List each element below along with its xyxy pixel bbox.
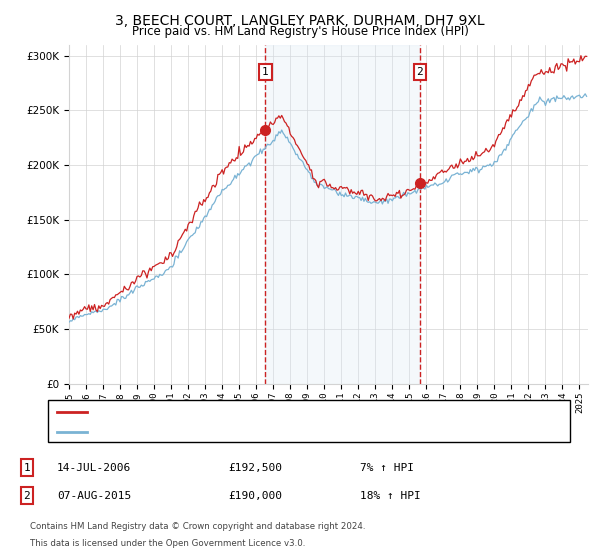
Text: £190,000: £190,000 [228,491,282,501]
Text: 14-JUL-2006: 14-JUL-2006 [57,463,131,473]
Text: 3, BEECH COURT, LANGLEY PARK, DURHAM, DH7 9XL: 3, BEECH COURT, LANGLEY PARK, DURHAM, DH… [115,14,485,28]
Text: Contains HM Land Registry data © Crown copyright and database right 2024.: Contains HM Land Registry data © Crown c… [30,522,365,531]
Text: 7% ↑ HPI: 7% ↑ HPI [360,463,414,473]
Text: 1: 1 [23,463,31,473]
Text: 2: 2 [23,491,31,501]
Text: 3, BEECH COURT, LANGLEY PARK, DURHAM, DH7 9XL (detached house): 3, BEECH COURT, LANGLEY PARK, DURHAM, DH… [93,407,481,417]
Text: Price paid vs. HM Land Registry's House Price Index (HPI): Price paid vs. HM Land Registry's House … [131,25,469,38]
Text: £192,500: £192,500 [228,463,282,473]
Text: HPI: Average price, detached house, County Durham: HPI: Average price, detached house, Coun… [93,427,399,437]
Text: This data is licensed under the Open Government Licence v3.0.: This data is licensed under the Open Gov… [30,539,305,548]
Text: 07-AUG-2015: 07-AUG-2015 [57,491,131,501]
Text: 2: 2 [416,67,423,77]
Text: 18% ↑ HPI: 18% ↑ HPI [360,491,421,501]
Text: 1: 1 [262,67,269,77]
Bar [265,45,420,384]
